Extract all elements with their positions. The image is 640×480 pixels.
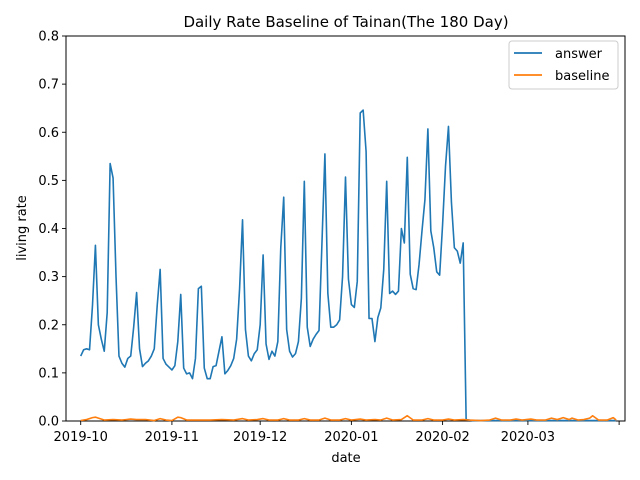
y-tick-label: 0.5 [38, 174, 59, 189]
y-tick-label: 0.6 [38, 126, 59, 141]
y-tick-label: 0.1 [38, 366, 59, 381]
y-tick-label: 0.4 [38, 222, 59, 237]
plot-area [65, 35, 626, 422]
y-tick-label: 0.7 [38, 78, 59, 93]
plot-frame [65, 35, 626, 422]
x-axis-label: date [331, 451, 360, 466]
chart-title: Daily Rate Baseline of Tainan(The 180 Da… [183, 13, 508, 31]
x-tick-label: 2019-10 [54, 430, 108, 445]
legend-label-answer: answer [555, 47, 603, 62]
x-tick-label: 2020-03 [501, 430, 555, 445]
x-tick-label: 2019-12 [233, 430, 287, 445]
series-line-answer [79, 109, 617, 422]
x-axis: 2019-10 2019-11 2019-12 2020-01 2020-02 2020-… [54, 421, 620, 445]
y-axis-label: living rate [15, 195, 30, 261]
series-layer [79, 109, 617, 422]
x-tick-label: 2020-01 [324, 430, 378, 445]
legend-label-baseline: baseline [555, 69, 609, 84]
legend: answer baseline [508, 40, 619, 90]
y-tick-label: 0.2 [38, 318, 59, 333]
y-tick-label: 0.0 [38, 415, 59, 430]
x-tick-label: 2020-02 [415, 430, 469, 445]
series-line-baseline [80, 414, 617, 422]
y-tick-label: 0.8 [38, 30, 59, 45]
y-axis: 0.0 0.1 0.2 0.3 0.4 0.5 0.6 0.7 0.8 [38, 30, 66, 430]
y-tick-label: 0.3 [38, 270, 59, 285]
x-tick-label: 2019-11 [145, 430, 199, 445]
